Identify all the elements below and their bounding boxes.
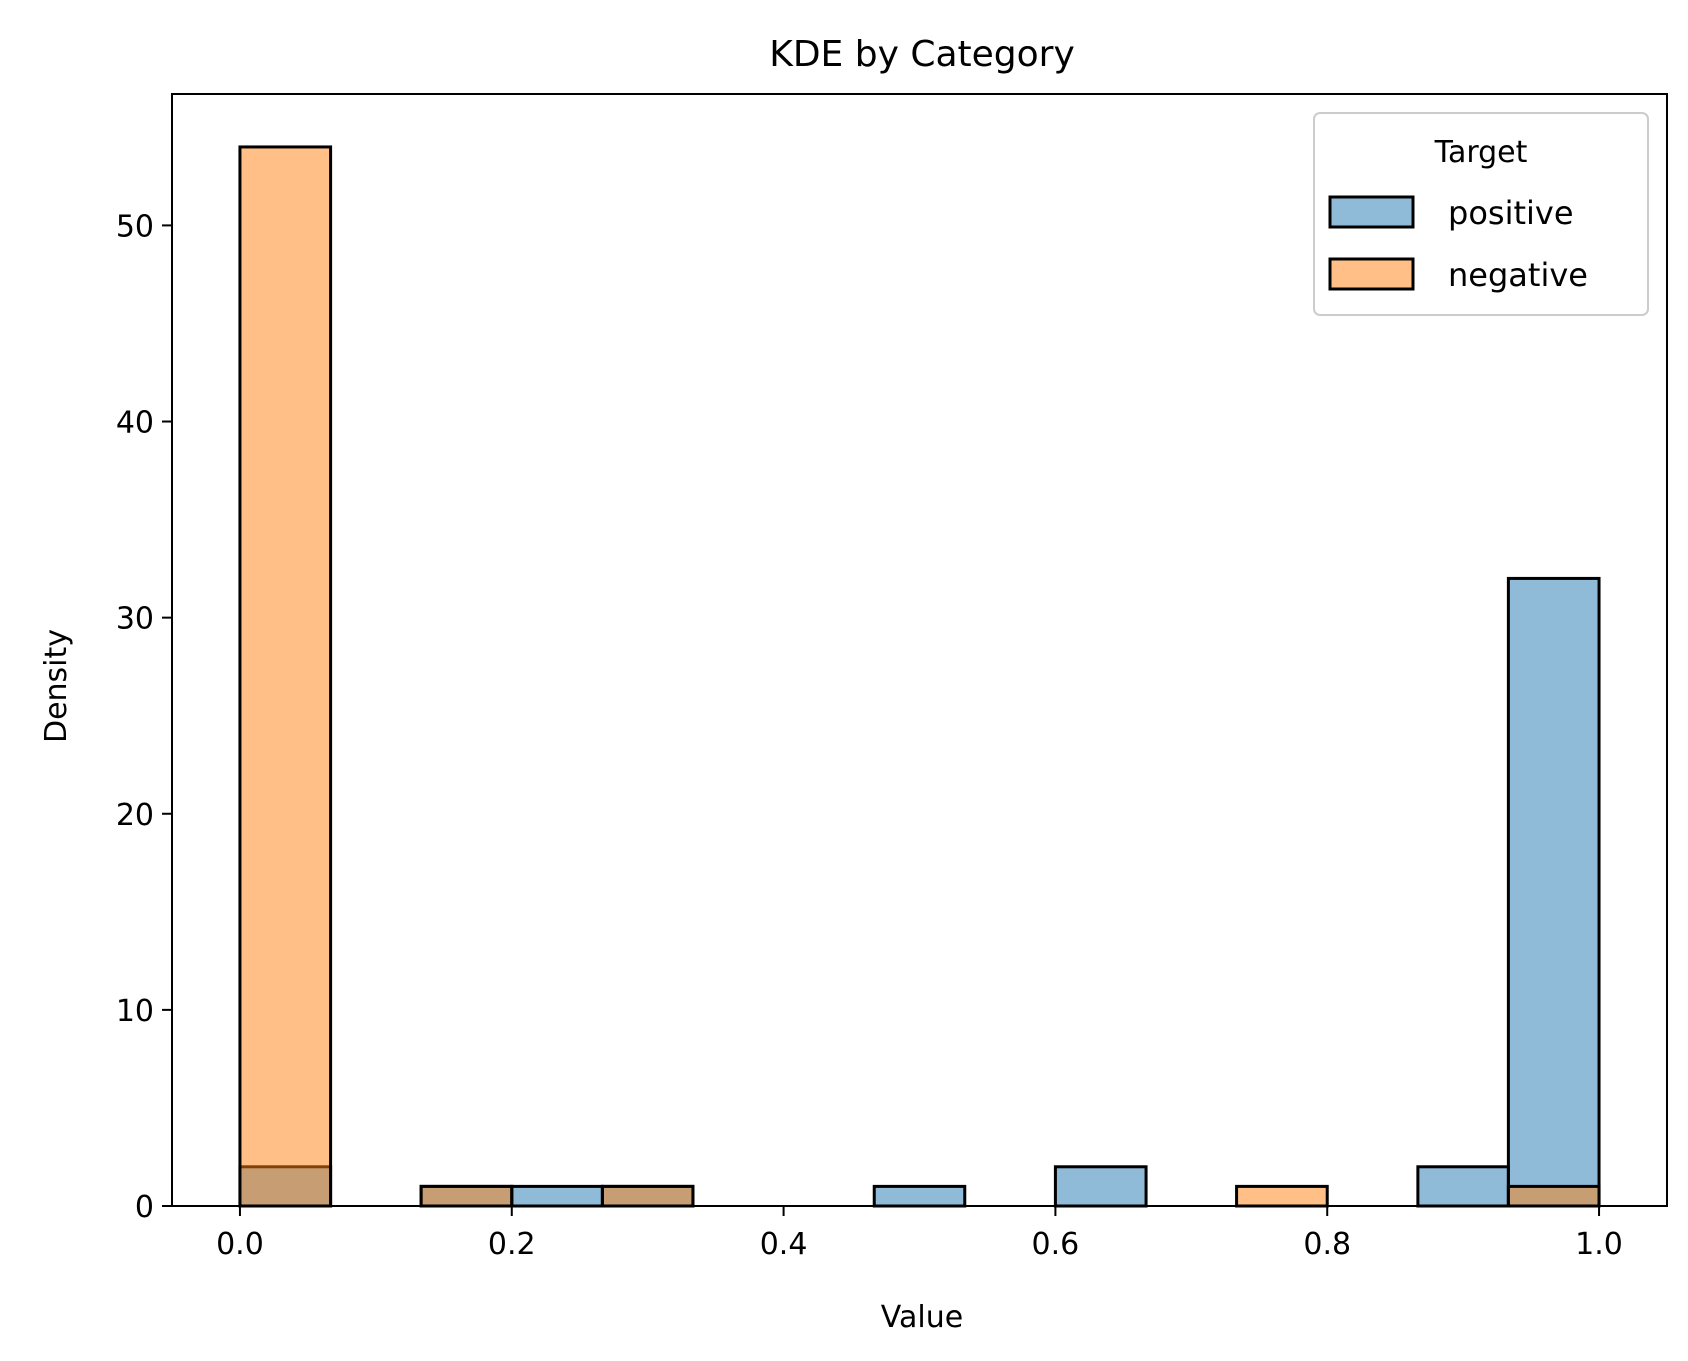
y-tick-label: 0 [135,1190,154,1225]
bar-positive-7 [872,1184,967,1208]
x-tick-label: 0.6 [1032,1227,1080,1262]
chart-title: KDE by Category [769,34,1075,75]
bar-negative-4 [600,1184,695,1208]
x-tick-label: 0.2 [488,1227,536,1262]
legend-title: Target [1434,135,1528,170]
y-tick-label: 50 [116,209,154,244]
y-tick-label: 20 [116,798,154,833]
bars-layer [238,145,1601,1208]
bar-positive-14 [1506,576,1601,1208]
x-axis-label: Value [881,1300,963,1335]
bar-negative-11 [1235,1184,1329,1208]
bar-positive-3 [510,1184,604,1208]
x-tick-label: 0.0 [216,1227,264,1262]
legend-swatch-positive [1328,195,1415,229]
bar-negative-2 [419,1184,514,1208]
bar-negative-14 [1506,1184,1601,1208]
legend-label-positive: positive [1448,194,1574,232]
bar-positive-13 [1416,1165,1510,1208]
y-tick-label: 40 [116,406,154,441]
x-tick-label: 0.8 [1303,1227,1351,1262]
bar-negative-0 [238,145,333,1208]
x-tick-label: 1.0 [1575,1227,1623,1262]
legend-swatch-negative [1328,257,1415,291]
y-axis-label: Density [39,629,74,743]
legend-label-negative: negative [1448,256,1588,294]
y-tick-label: 10 [116,994,154,1029]
y-tick-label: 30 [116,602,154,637]
plot-frame [171,93,1668,1207]
legend: Target positive negative [1313,112,1649,316]
x-tick-label: 0.4 [760,1227,808,1262]
bar-positive-9 [1053,1165,1148,1208]
axes-layer: 0.0 0.2 0.4 0.6 0.8 1.0 0 10 20 30 40 50 [116,93,1668,1262]
